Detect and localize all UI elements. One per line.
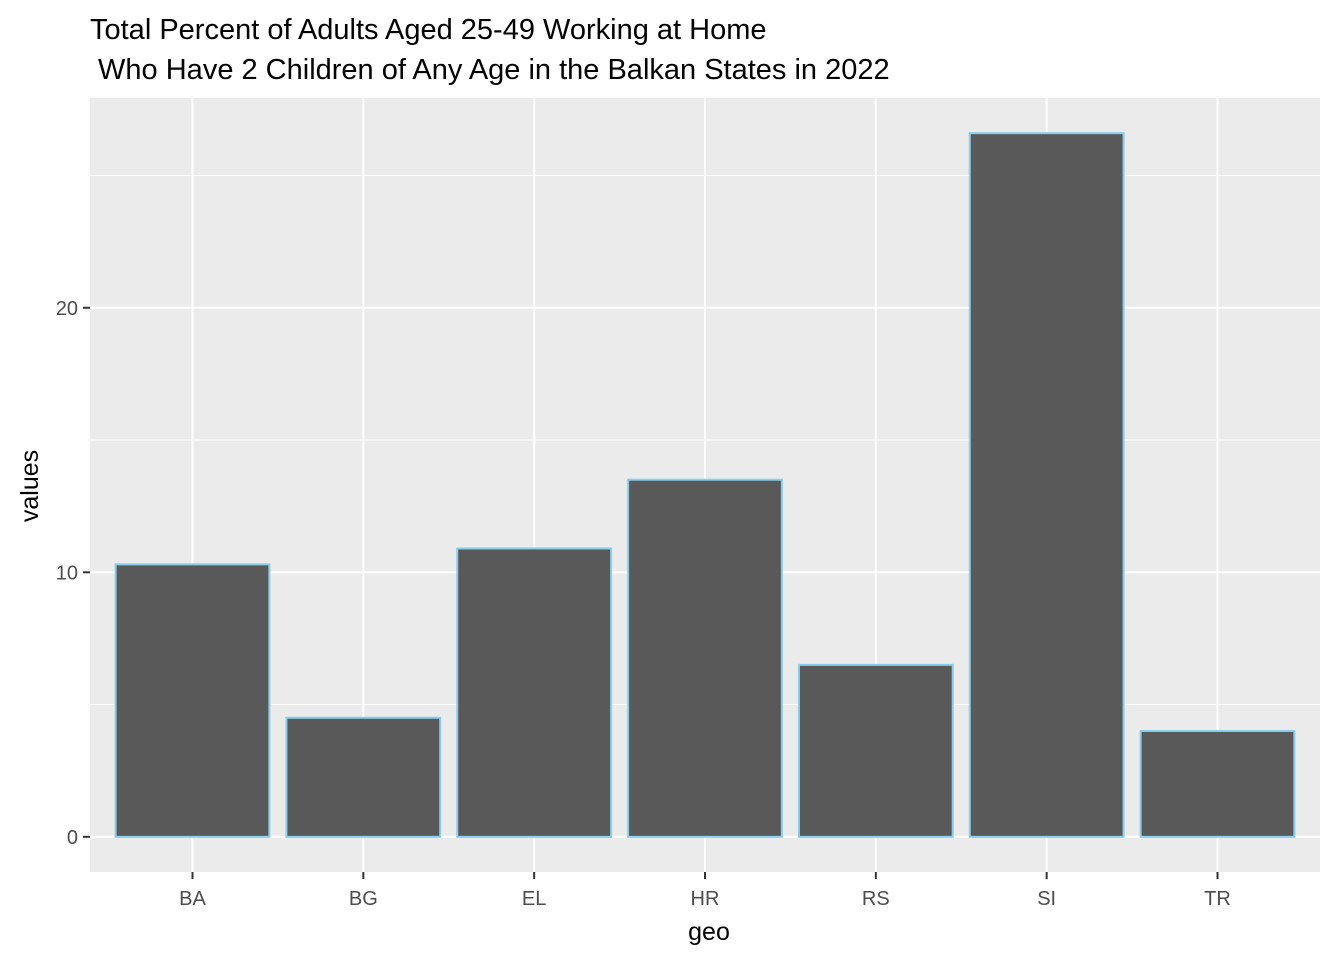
bar-tr (1139, 730, 1296, 838)
bar-bg (285, 716, 442, 838)
chart-title-line-2: Who Have 2 Children of Any Age in the Ba… (90, 54, 890, 86)
bar-rs (797, 663, 954, 838)
chart-title-line-1: Total Percent of Adults Aged 25-49 Worki… (90, 14, 767, 46)
x-axis-title: geo (688, 918, 730, 946)
x-tick-label-bg: BG (349, 888, 378, 910)
x-tick-label-hr: HR (691, 888, 720, 910)
bar-si (968, 132, 1125, 838)
x-tick-label-tr: TR (1204, 888, 1231, 910)
x-tick-label-si: SI (1037, 888, 1056, 910)
y-axis-title: values (16, 450, 44, 522)
y-axis: 0 10 20 (56, 298, 90, 849)
x-tick-label-el: EL (522, 888, 546, 910)
x-tick-label-rs: RS (862, 888, 890, 910)
x-axis: BA BG EL HR RS SI TR (179, 872, 1231, 910)
bars (114, 132, 1296, 838)
bar-ba (114, 563, 271, 838)
bar-hr (627, 478, 783, 838)
bar-el (456, 547, 613, 838)
y-tick-label: 0 (67, 827, 78, 849)
y-tick-label: 20 (56, 298, 78, 320)
y-tick-label: 10 (56, 562, 78, 584)
x-tick-label-ba: BA (179, 888, 206, 910)
